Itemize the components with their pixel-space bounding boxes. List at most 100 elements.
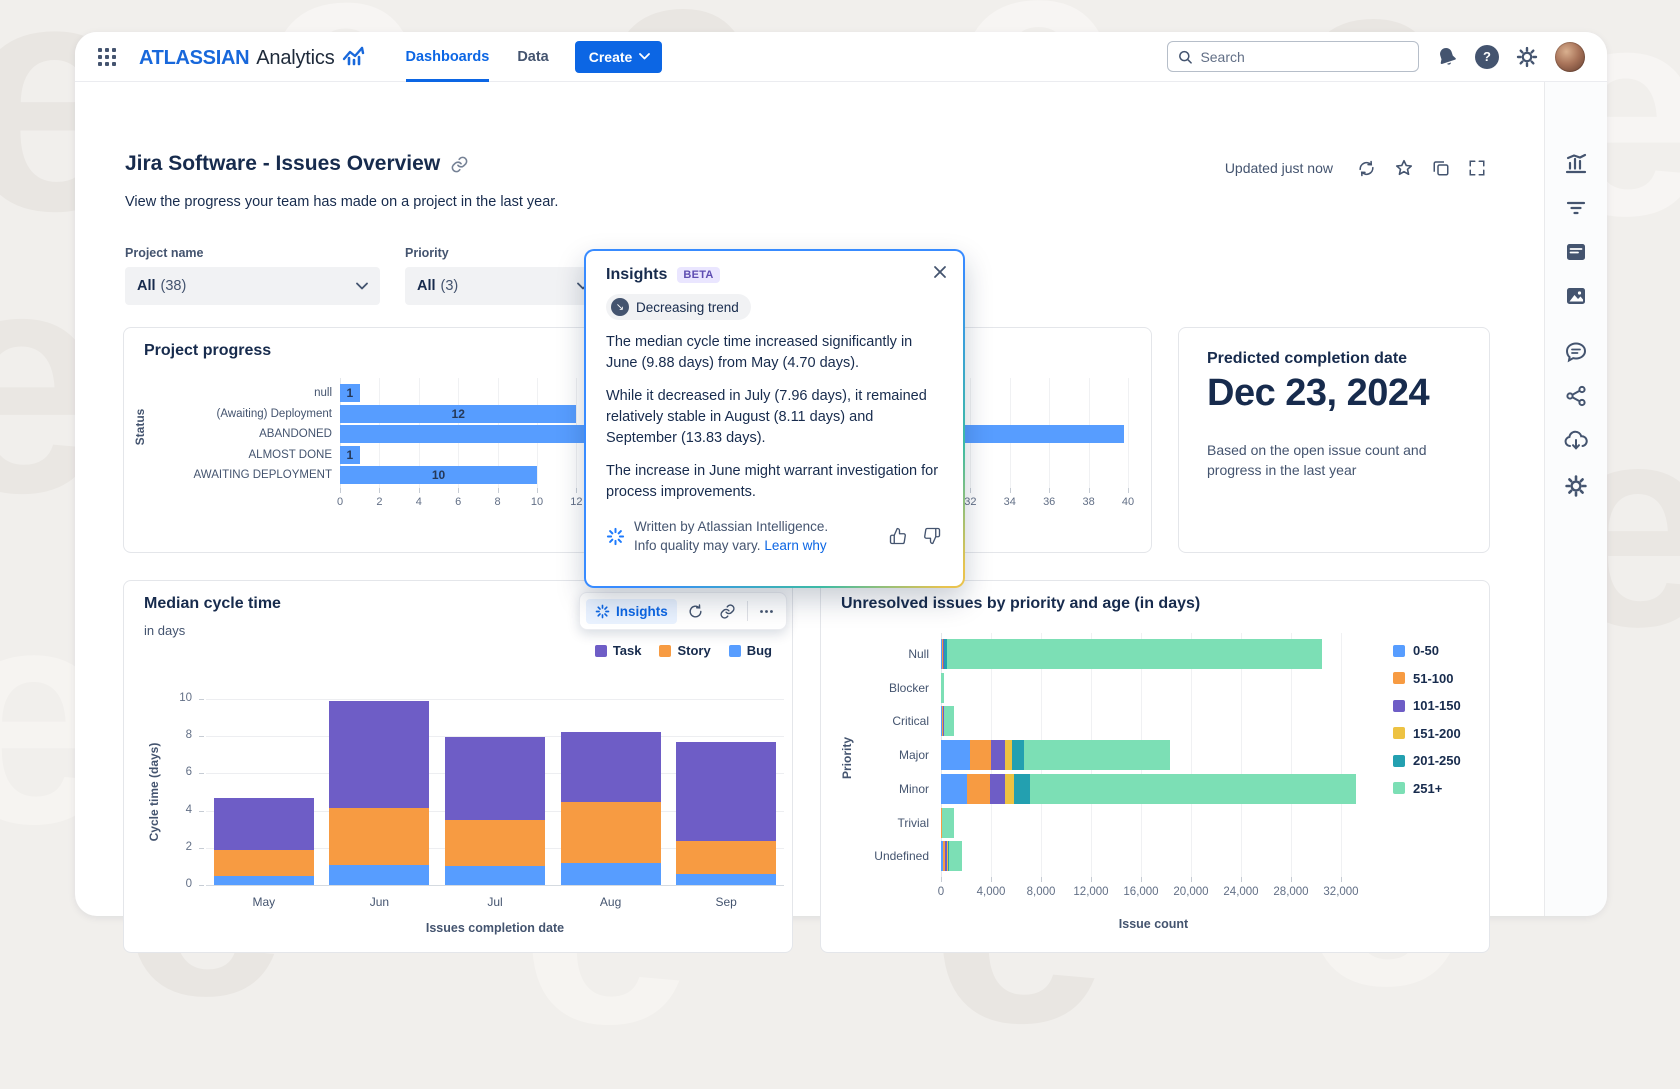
- axis-tick-mark: [199, 773, 204, 775]
- y-tick-label: 6: [185, 766, 192, 779]
- notes-icon[interactable]: [1564, 240, 1588, 264]
- bar-segment[interactable]: [1004, 773, 1014, 804]
- bar[interactable]: [340, 445, 360, 464]
- share-icon[interactable]: [1564, 384, 1588, 408]
- bar-segment[interactable]: [945, 841, 947, 872]
- chart-link-icon[interactable]: [715, 598, 741, 624]
- bar-segment[interactable]: [329, 865, 430, 885]
- close-icon[interactable]: [933, 265, 947, 279]
- bar-segment[interactable]: [943, 706, 954, 737]
- x-tick-label: 32: [964, 496, 977, 508]
- dashboard-settings-gear-icon[interactable]: [1564, 474, 1588, 498]
- bar-segment[interactable]: [213, 875, 314, 885]
- bar-segment[interactable]: [329, 807, 430, 866]
- bar-segment[interactable]: [1004, 740, 1013, 771]
- global-search[interactable]: [1167, 41, 1419, 72]
- x-tick-label: 24,000: [1223, 886, 1259, 898]
- bar-segment[interactable]: [560, 862, 661, 885]
- predicted-description: Based on the open issue count and progre…: [1207, 442, 1427, 478]
- dashboard-tools-sidebar: [1544, 82, 1607, 916]
- copy-link-icon[interactable]: [450, 155, 469, 174]
- bar-segment[interactable]: [941, 672, 944, 703]
- bar-segment[interactable]: [989, 773, 1005, 804]
- thumbs-down-icon[interactable]: [923, 527, 941, 545]
- bar-segment[interactable]: [445, 737, 545, 820]
- bar-segment[interactable]: [1023, 740, 1170, 771]
- x-tick-label: Aug: [599, 895, 622, 909]
- legend-item: 251+: [1393, 781, 1442, 796]
- bar-segment[interactable]: [213, 797, 314, 850]
- axis-tick-mark: [1009, 488, 1011, 493]
- export-cloud-icon[interactable]: [1563, 428, 1589, 452]
- axis-tick-mark: [458, 488, 460, 493]
- bar-segment[interactable]: [942, 706, 944, 737]
- bar[interactable]: [340, 404, 577, 423]
- nav-tab-dashboards[interactable]: Dashboards: [405, 32, 490, 82]
- bar-segment[interactable]: [941, 639, 943, 669]
- bar-segment[interactable]: [967, 773, 990, 804]
- bar-segment[interactable]: [1012, 740, 1024, 771]
- bar-value-label: 10: [431, 468, 446, 482]
- project-name-select[interactable]: All (38): [125, 267, 380, 305]
- insight-paragraph: While it decreased in July (7.96 days), …: [606, 388, 927, 446]
- refresh-chart-icon[interactable]: [683, 598, 709, 624]
- gridline: [1241, 633, 1242, 877]
- bar-segment[interactable]: [969, 740, 991, 771]
- help-icon[interactable]: ?: [1475, 44, 1499, 69]
- duplicate-icon[interactable]: [1432, 159, 1450, 177]
- bar-segment[interactable]: [941, 841, 944, 872]
- bar-value-label: 1: [346, 386, 354, 400]
- bar[interactable]: [340, 466, 537, 484]
- bar[interactable]: [340, 384, 360, 402]
- create-button[interactable]: Create: [574, 40, 663, 73]
- bar-segment[interactable]: [944, 639, 948, 669]
- bar-segment[interactable]: [991, 740, 1005, 771]
- bar-segment[interactable]: [445, 819, 545, 867]
- bar-segment[interactable]: [941, 773, 968, 804]
- app-switcher-icon[interactable]: [97, 47, 117, 67]
- bar-segment[interactable]: [560, 731, 661, 803]
- bar-segment[interactable]: [329, 701, 430, 808]
- bar-segment[interactable]: [676, 873, 777, 885]
- bar-segment[interactable]: [941, 740, 970, 771]
- bar-segment[interactable]: [942, 807, 954, 838]
- atlassian-analytics-logo[interactable]: ATLASSIAN Analytics: [139, 44, 366, 70]
- notifications-bell-icon[interactable]: [1436, 46, 1458, 68]
- logo-product: Analytics: [256, 46, 335, 69]
- bar-segment[interactable]: [1029, 773, 1356, 804]
- axis-tick-mark: [199, 736, 204, 738]
- bar-segment[interactable]: [947, 639, 1323, 669]
- image-icon[interactable]: [1564, 284, 1588, 308]
- settings-gear-icon[interactable]: [1516, 46, 1538, 68]
- bar-segment[interactable]: [1013, 773, 1030, 804]
- comments-icon[interactable]: [1564, 340, 1588, 364]
- bar-segment[interactable]: [445, 866, 545, 885]
- filter-icon[interactable]: [1564, 196, 1588, 220]
- refresh-icon[interactable]: [1357, 159, 1376, 178]
- x-tick-label: 38: [1082, 496, 1095, 508]
- bar-segment[interactable]: [560, 802, 661, 863]
- bar-segment[interactable]: [676, 741, 777, 842]
- bar-segment[interactable]: [676, 841, 777, 874]
- insights-toolbar-button[interactable]: Insights: [586, 598, 677, 624]
- charts-panel-icon[interactable]: [1564, 152, 1588, 176]
- bar-segment[interactable]: [947, 841, 949, 872]
- bar-segment[interactable]: [213, 849, 314, 876]
- favorite-star-icon[interactable]: [1394, 158, 1414, 178]
- insight-paragraph: The median cycle time increased signific…: [606, 334, 913, 371]
- learn-why-link[interactable]: Learn why: [764, 538, 827, 553]
- nav-tab-data[interactable]: Data: [517, 48, 549, 65]
- insights-title: Insights: [606, 266, 668, 283]
- insight-paragraph: The increase in June might warrant inves…: [606, 463, 939, 500]
- thumbs-up-icon[interactable]: [889, 527, 907, 545]
- search-input[interactable]: [1200, 48, 1408, 65]
- fullscreen-icon[interactable]: [1468, 159, 1486, 177]
- bar-segment[interactable]: [941, 807, 943, 838]
- bar-segment[interactable]: [941, 706, 943, 737]
- gridline: [206, 736, 784, 738]
- user-avatar[interactable]: [1555, 41, 1585, 72]
- chart-more-icon[interactable]: [754, 598, 780, 624]
- priority-select[interactable]: All (3): [405, 267, 601, 305]
- bar-segment[interactable]: [949, 841, 963, 872]
- bar-segment[interactable]: [943, 841, 946, 872]
